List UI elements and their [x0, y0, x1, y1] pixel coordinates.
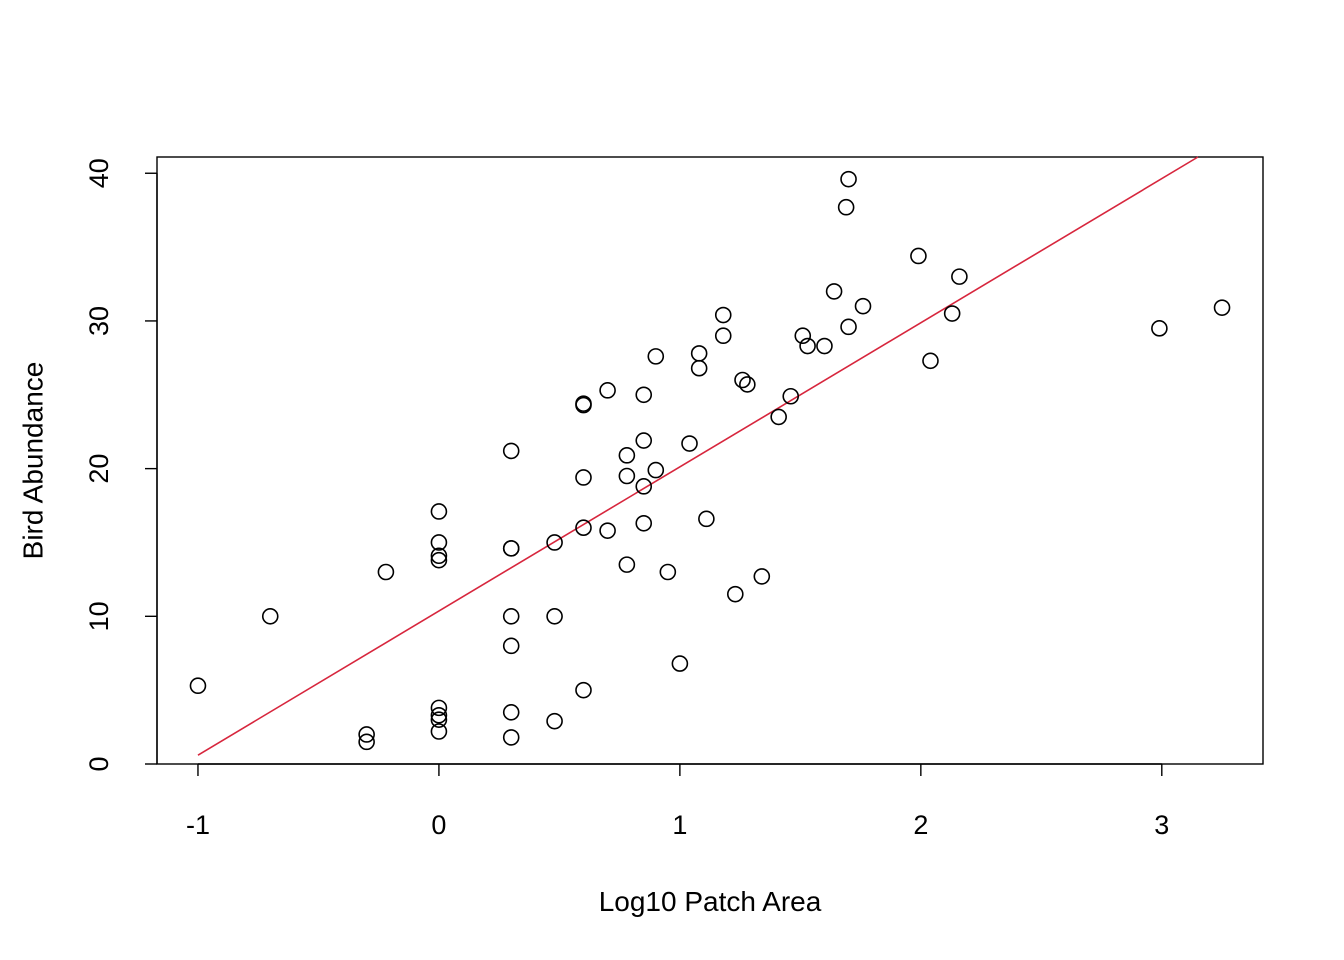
data-point: [635, 514, 653, 532]
data-point: [635, 386, 653, 404]
data-point: [635, 432, 653, 449]
data-point: [681, 435, 698, 452]
data-point: [430, 723, 448, 740]
data-point: [1213, 299, 1231, 316]
data-point: [714, 327, 732, 345]
fit-line-layer: [197, 156, 1199, 756]
data-point: [840, 170, 857, 188]
points-layer: [189, 170, 1231, 751]
data-point: [659, 563, 677, 581]
data-point: [502, 637, 520, 655]
data-point: [690, 345, 708, 362]
data-point: [430, 699, 448, 717]
data-point: [837, 198, 855, 216]
data-point: [502, 729, 520, 746]
data-point: [840, 318, 857, 336]
data-point: [575, 396, 592, 414]
plot-frame: [156, 156, 1264, 765]
x-axis-label: Log10 Patch Area: [599, 886, 822, 917]
y-tick-label: 30: [84, 306, 114, 336]
data-point: [502, 442, 520, 460]
data-point: [753, 568, 771, 585]
y-tick-label: 0: [84, 756, 114, 771]
data-point: [671, 655, 689, 672]
data-point: [951, 268, 968, 285]
data-point: [618, 556, 636, 573]
data-point: [647, 348, 665, 365]
data-point: [770, 408, 787, 426]
fit-line: [197, 156, 1199, 756]
data-point: [358, 726, 375, 743]
data-point: [799, 337, 816, 355]
data-point: [502, 704, 520, 721]
data-point: [430, 711, 448, 728]
data-point: [739, 376, 756, 393]
data-point: [189, 677, 207, 695]
data-point: [546, 712, 563, 730]
data-point: [546, 534, 563, 551]
data-point: [647, 461, 665, 479]
data-point: [734, 371, 751, 389]
data-point: [698, 510, 715, 528]
data-point: [430, 534, 448, 551]
data-point: [910, 247, 927, 265]
data-point: [922, 352, 939, 370]
x-tick-label: 3: [1154, 810, 1169, 840]
data-point: [575, 681, 592, 699]
data-point: [690, 359, 708, 377]
data-point: [618, 467, 636, 485]
data-point: [575, 469, 592, 486]
y-axis-label: Bird Abundance: [17, 362, 48, 560]
x-tick-label: -1: [186, 810, 210, 840]
data-point: [825, 283, 843, 300]
data-point: [782, 387, 800, 405]
data-point: [854, 297, 872, 315]
data-point: [430, 503, 448, 520]
data-point: [430, 706, 448, 724]
data-point: [261, 608, 279, 625]
data-point: [943, 305, 961, 322]
data-point: [546, 608, 563, 625]
data-point: [635, 478, 653, 495]
data-point: [727, 585, 744, 603]
x-axis: -1 0 1 2 3: [186, 763, 1169, 840]
y-axis: 0 10 20 30 40: [84, 158, 158, 772]
y-tick-label: 10: [84, 601, 114, 631]
data-point: [575, 519, 592, 536]
x-tick-label: 1: [672, 810, 687, 840]
data-point: [1151, 320, 1168, 337]
data-point: [502, 608, 520, 625]
x-tick-label: 0: [431, 810, 446, 840]
x-tick-label: 2: [913, 810, 928, 840]
y-tick-label: 20: [84, 454, 114, 484]
data-point: [794, 327, 812, 345]
data-point: [377, 563, 395, 581]
y-tick-label: 40: [84, 158, 114, 188]
data-point: [502, 540, 520, 557]
data-point: [816, 337, 833, 355]
data-point: [599, 522, 616, 539]
data-point: [714, 306, 732, 324]
data-point: [430, 551, 448, 569]
data-point: [358, 733, 375, 751]
data-point: [618, 447, 636, 464]
data-point: [430, 547, 448, 565]
data-point: [599, 382, 616, 399]
